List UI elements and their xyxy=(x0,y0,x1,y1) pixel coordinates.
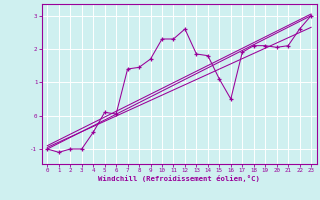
X-axis label: Windchill (Refroidissement éolien,°C): Windchill (Refroidissement éolien,°C) xyxy=(98,175,260,182)
